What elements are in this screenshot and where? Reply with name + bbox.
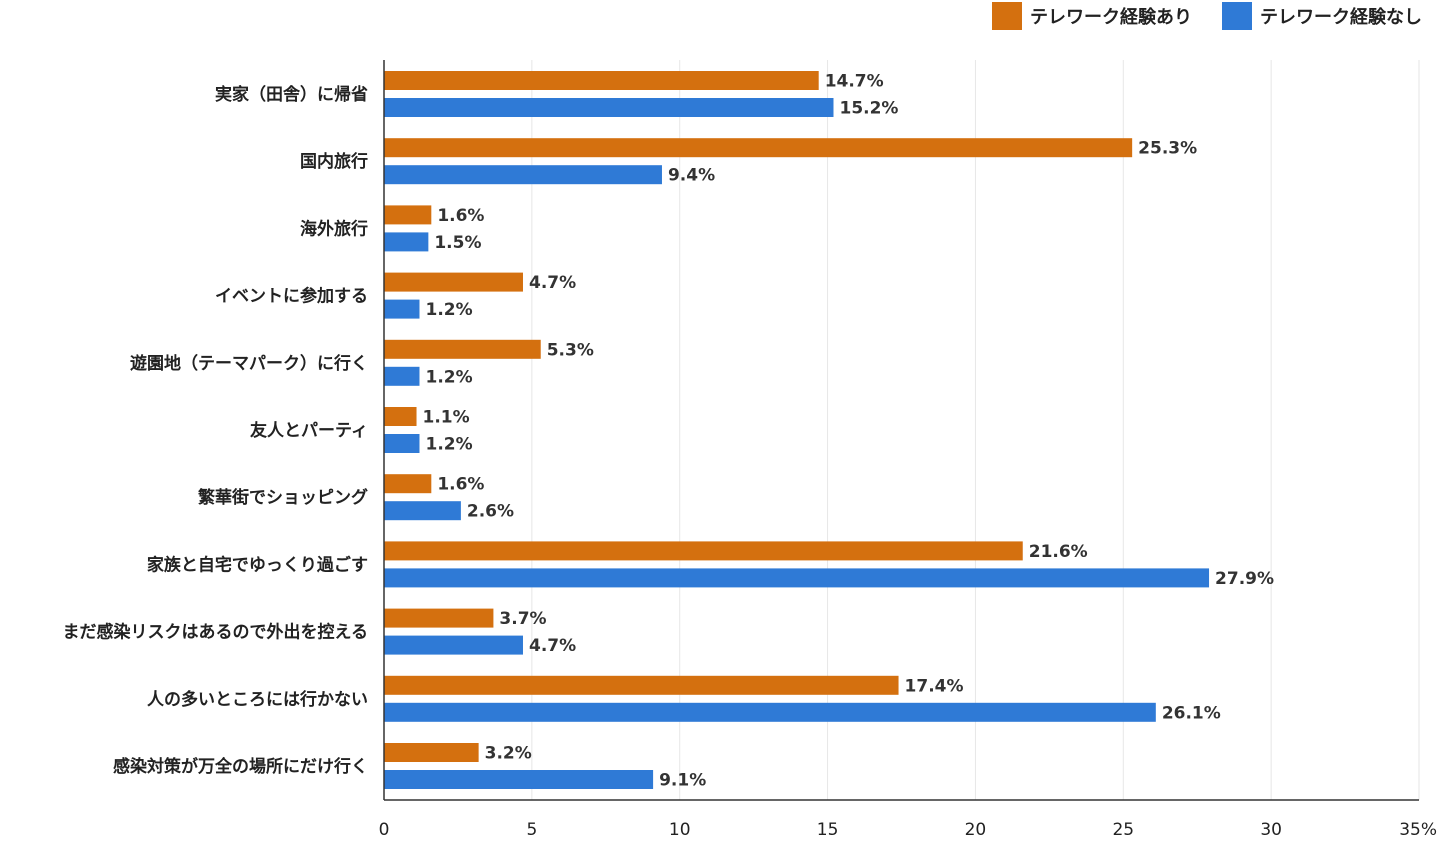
data-label: 1.2% — [425, 367, 472, 387]
data-label: 1.2% — [425, 435, 472, 455]
data-label: 1.6% — [437, 475, 484, 495]
data-label: 4.7% — [529, 273, 576, 293]
bar — [384, 568, 1210, 588]
x-tick-label: 35% — [1399, 820, 1437, 840]
bar — [384, 407, 417, 426]
bar — [384, 299, 420, 319]
x-tick-label: 0 — [379, 820, 390, 840]
bar — [384, 272, 523, 292]
bar — [384, 232, 429, 252]
category-label: 繁華街でショッピング — [197, 487, 368, 508]
legend-item-series-1: テレワーク経験あり — [992, 2, 1192, 30]
data-label: 2.6% — [467, 502, 514, 522]
x-tick-label: 25 — [1112, 820, 1134, 840]
category-label: 国内旅行 — [300, 151, 368, 172]
data-label: 21.6% — [1029, 542, 1088, 562]
bar — [384, 541, 1023, 561]
bar — [384, 366, 420, 386]
data-label: 17.4% — [905, 676, 964, 696]
category-label: 実家（田舎）に帰省 — [215, 84, 368, 105]
bar — [384, 474, 432, 494]
category-label: 海外旅行 — [300, 218, 368, 239]
category-label: 人の多いところには行かない — [147, 689, 368, 710]
bar — [384, 138, 1133, 158]
bar — [384, 702, 1156, 722]
category-label: まだ感染リスクはあるので外出を控える — [63, 622, 369, 643]
data-label: 9.1% — [659, 771, 706, 791]
category-label: イベントに参加する — [215, 286, 368, 307]
data-label: 1.1% — [423, 408, 470, 428]
data-label: 14.7% — [825, 72, 884, 92]
legend-item-series-2: テレワーク経験なし — [1222, 2, 1422, 30]
data-label: 1.2% — [425, 300, 472, 320]
bar — [384, 608, 494, 628]
bar — [384, 434, 420, 453]
legend-swatch-series-1 — [992, 2, 1022, 30]
bar — [384, 165, 662, 185]
x-tick-label: 10 — [669, 820, 691, 840]
category-label: 家族と自宅でゆっくり過ごす — [147, 554, 368, 575]
legend-label-series-1: テレワーク経験あり — [1030, 7, 1192, 28]
bar — [384, 675, 899, 695]
data-label: 1.6% — [437, 206, 484, 226]
category-label: 友人とパーティ — [250, 420, 368, 441]
data-label: 5.3% — [547, 340, 594, 360]
x-tick-label: 20 — [965, 820, 987, 840]
data-label: 3.2% — [485, 744, 532, 764]
data-label: 27.9% — [1215, 569, 1274, 589]
data-label: 15.2% — [839, 99, 898, 119]
category-label: 遊園地（テーマパーク）に行く — [130, 353, 368, 374]
data-label: 1.5% — [434, 233, 481, 253]
data-label: 25.3% — [1138, 139, 1197, 159]
legend-label-series-2: テレワーク経験なし — [1260, 7, 1422, 28]
bar — [384, 743, 479, 762]
data-label: 26.1% — [1162, 703, 1221, 723]
category-label: 感染対策が万全の場所にだけ行く — [113, 756, 368, 777]
bar — [384, 635, 523, 655]
bar — [384, 339, 541, 359]
bar — [384, 501, 461, 521]
bar — [384, 71, 819, 90]
bar — [384, 98, 834, 117]
legend-swatch-series-2 — [1222, 2, 1252, 30]
data-label: 9.4% — [668, 166, 715, 186]
bar — [384, 770, 654, 789]
data-label: 4.7% — [529, 636, 576, 656]
x-tick-label: 30 — [1260, 820, 1282, 840]
data-label: 3.7% — [499, 609, 546, 629]
bar — [384, 205, 432, 225]
x-tick-label: 15 — [817, 820, 839, 840]
legend: テレワーク経験あり テレワーク経験なし — [992, 2, 1422, 30]
x-tick-label: 5 — [526, 820, 537, 840]
